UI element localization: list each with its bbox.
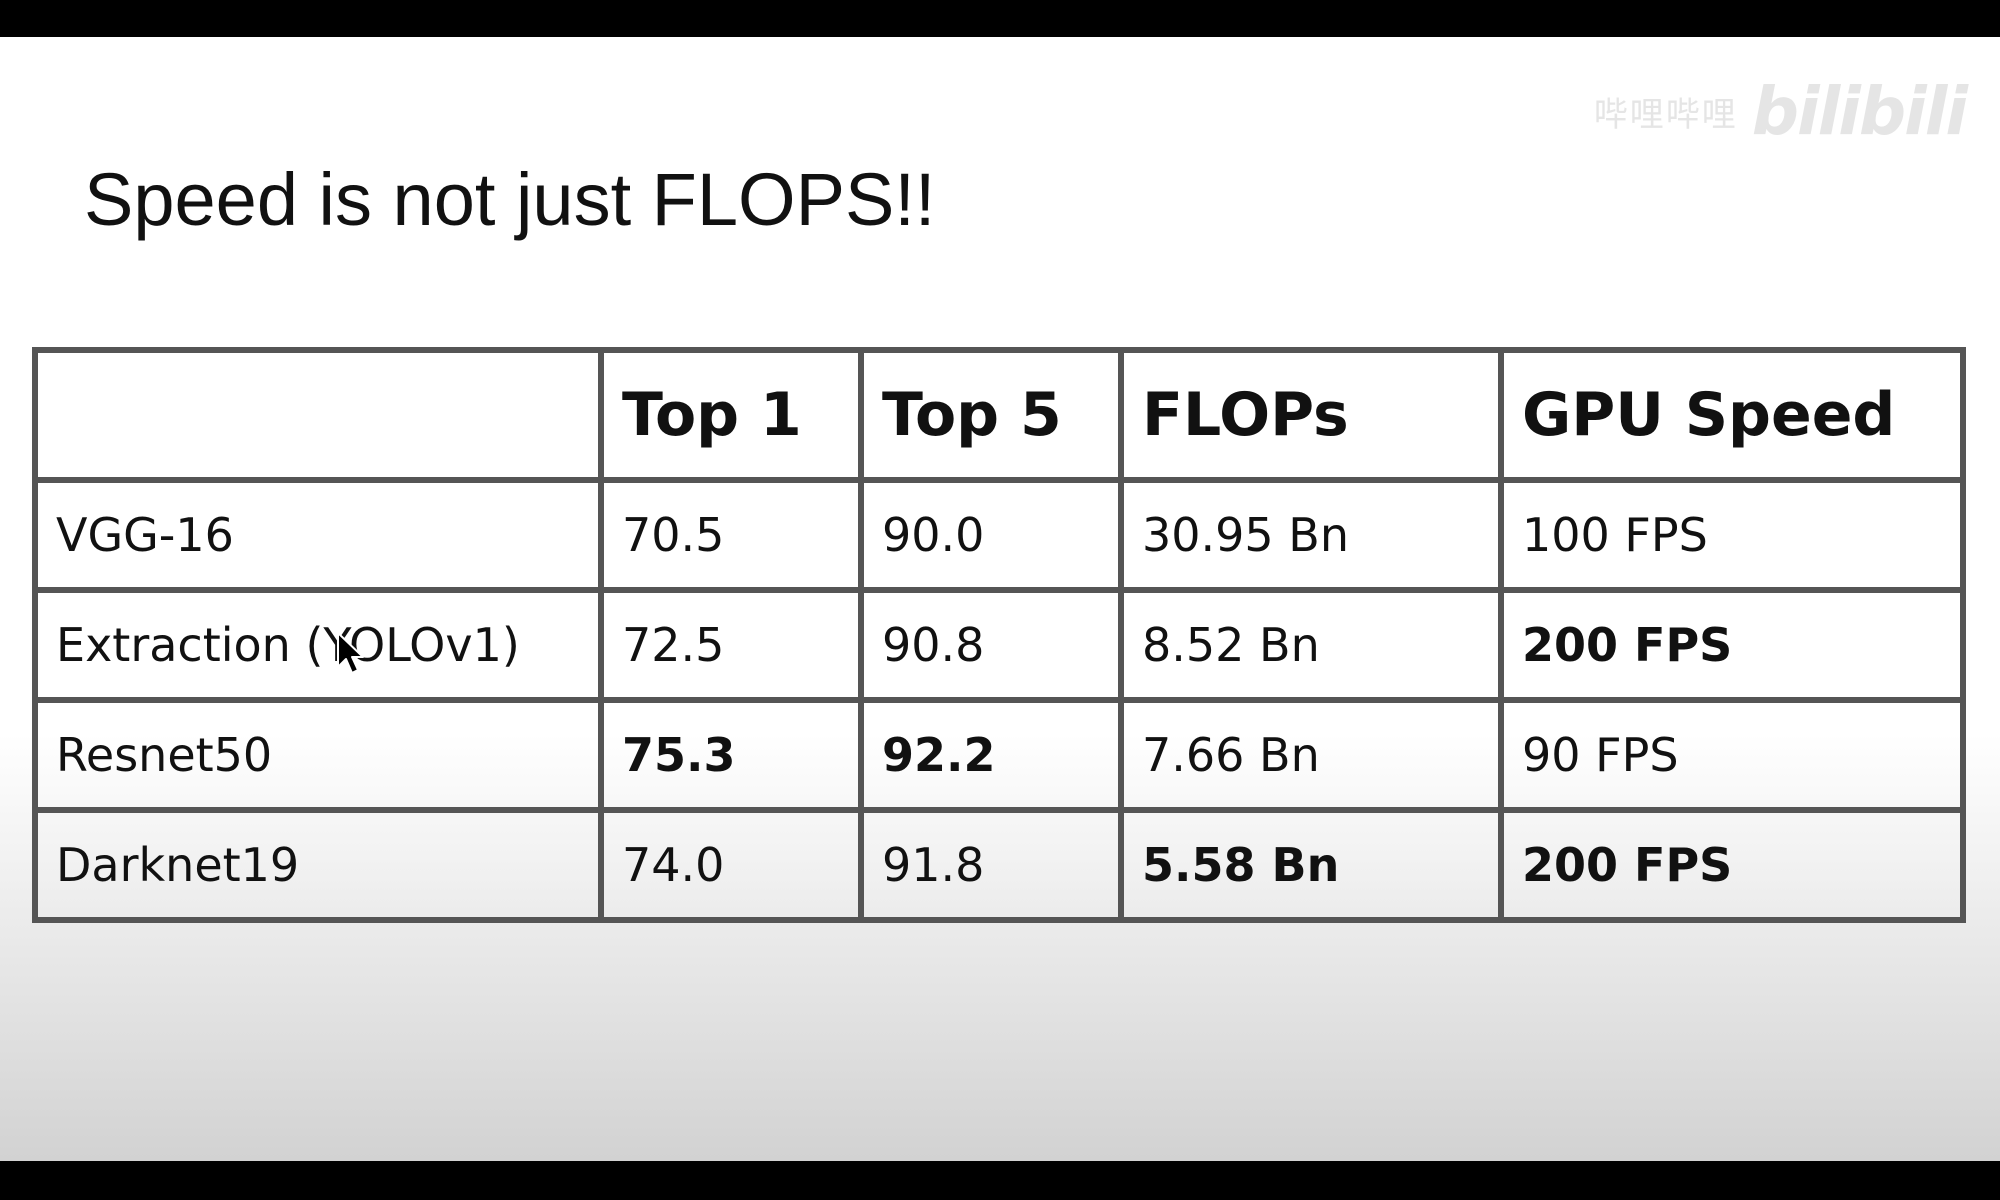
bilibili-logo: bilibili (1751, 73, 1968, 150)
top5-cell: 92.2 (858, 697, 1124, 813)
top5-cell: 90.8 (858, 587, 1124, 703)
model-cell: Extraction (YOLOv1) (32, 587, 604, 703)
top1-cell: 72.5 (598, 587, 864, 703)
header-cell (32, 347, 604, 483)
header-cell: FLOPs (1118, 347, 1504, 483)
table-row: Extraction (YOLOv1) 72.5 90.8 8.52 Bn 20… (32, 587, 1966, 703)
watermark: 哔哩哔哩 bilibili (1593, 73, 1968, 150)
flops-cell: 5.58 Bn (1118, 807, 1504, 923)
watermark-text: 哔哩哔哩 (1593, 95, 1738, 135)
gpu-speed-cell: 200 FPS (1498, 807, 1966, 923)
flops-cell: 7.66 Bn (1118, 697, 1504, 813)
presentation-slide: 哔哩哔哩 bilibili Speed is not just FLOPS!! … (0, 37, 2000, 1161)
model-cell: Resnet50 (32, 697, 604, 813)
top5-cell: 91.8 (858, 807, 1124, 923)
table-header-row: Top 1 Top 5 FLOPs GPU Speed (32, 347, 1966, 483)
gpu-speed-cell: 90 FPS (1498, 697, 1966, 813)
slide-title: Speed is not just FLOPS!! (84, 158, 936, 241)
model-cell: Darknet19 (32, 807, 604, 923)
table-row: Darknet19 74.0 91.8 5.58 Bn 200 FPS (32, 807, 1966, 923)
gpu-speed-cell: 200 FPS (1498, 587, 1966, 703)
header-cell: Top 5 (858, 347, 1124, 483)
table-row: Resnet50 75.3 92.2 7.66 Bn 90 FPS (32, 697, 1966, 813)
gpu-speed-cell: 100 FPS (1498, 477, 1966, 593)
flops-cell: 30.95 Bn (1118, 477, 1504, 593)
flops-cell: 8.52 Bn (1118, 587, 1504, 703)
top1-cell: 74.0 (598, 807, 864, 923)
comparison-table: Top 1 Top 5 FLOPs GPU Speed VGG-16 70.5 … (32, 347, 1966, 923)
table-row: VGG-16 70.5 90.0 30.95 Bn 100 FPS (32, 477, 1966, 593)
header-cell: GPU Speed (1498, 347, 1966, 483)
top5-cell: 90.0 (858, 477, 1124, 593)
model-cell: VGG-16 (32, 477, 604, 593)
mouse-cursor-icon (337, 632, 364, 674)
header-cell: Top 1 (598, 347, 864, 483)
top1-cell: 70.5 (598, 477, 864, 593)
top1-cell: 75.3 (598, 697, 864, 813)
